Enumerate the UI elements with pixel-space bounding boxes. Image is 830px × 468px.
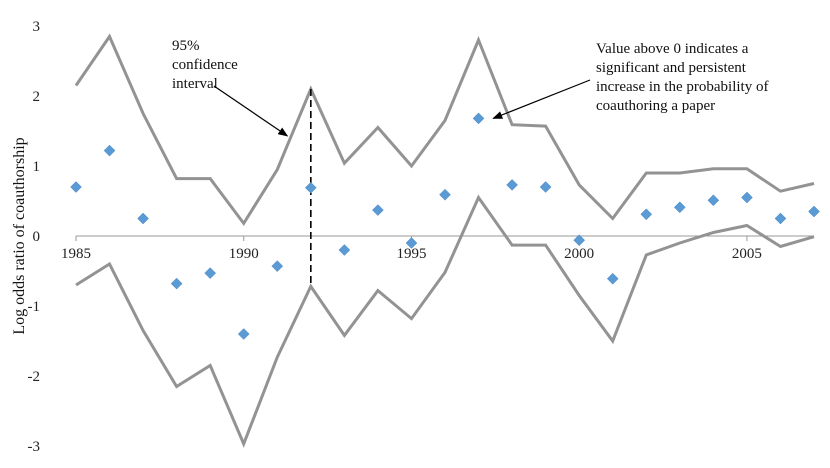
data-point <box>170 277 183 290</box>
y-axis-label: Log odds ratio of coauthorship <box>11 137 28 334</box>
data-point <box>774 212 787 225</box>
annotations: 95% confidence interval Value above 0 indic… <box>172 38 768 137</box>
y-tick-label: -3 <box>28 439 41 455</box>
y-tick-label: -1 <box>28 299 41 315</box>
x-tick-label: 1995 <box>396 246 426 262</box>
data-point <box>304 181 317 194</box>
data-point <box>204 267 217 279</box>
y-tick-label: 1 <box>33 159 41 175</box>
data-point <box>472 112 485 125</box>
annotation-line: Value above 0 indicates a <box>596 41 749 57</box>
data-point <box>70 181 82 193</box>
data-points <box>70 112 820 340</box>
annotation-arrow <box>492 79 591 119</box>
y-axis-ticks: 3 2 1 0 -1 -2 -3 <box>28 19 41 455</box>
annotation-line: interval <box>172 76 218 92</box>
data-point <box>237 328 250 340</box>
data-point <box>506 179 518 191</box>
annotation-line: confidence <box>172 57 238 73</box>
x-tick-label: 1985 <box>61 246 91 262</box>
x-tick-label: 2005 <box>732 246 762 262</box>
data-point <box>539 181 552 193</box>
data-point <box>573 234 586 247</box>
data-point <box>606 272 619 285</box>
data-point <box>338 244 351 256</box>
confidence-bands <box>74 33 815 448</box>
x-tick-label: 1990 <box>229 246 259 262</box>
lower-band-line <box>75 194 815 448</box>
data-point <box>372 204 384 216</box>
annotation-line: significant and persistent <box>596 60 747 76</box>
annotation-arrow <box>213 85 289 137</box>
x-axis-ticks: 1985 1990 1995 2000 2005 <box>61 236 762 262</box>
data-point <box>137 212 149 225</box>
annotation-line: coauthoring a paper <box>596 98 715 114</box>
y-tick-label: 0 <box>33 229 41 245</box>
annotation-line: increase in the probability of <box>596 79 768 95</box>
data-point <box>405 237 418 249</box>
data-point <box>741 191 753 204</box>
y-tick-label: 3 <box>33 19 41 35</box>
data-point <box>271 260 284 272</box>
upper-band-line <box>74 33 815 227</box>
data-point <box>439 188 451 201</box>
annotation-line: 95% <box>172 38 200 54</box>
data-point <box>103 144 116 157</box>
y-tick-label: 2 <box>33 89 41 105</box>
y-tick-label: -2 <box>28 369 41 385</box>
data-point <box>707 194 720 207</box>
data-point <box>808 205 820 218</box>
x-tick-label: 2000 <box>564 246 594 262</box>
annotation-text: Value above 0 indicates a significant and… <box>596 41 768 114</box>
annotation-text: 95% confidence interval <box>172 38 238 92</box>
data-point <box>673 201 686 214</box>
data-point <box>640 208 653 221</box>
